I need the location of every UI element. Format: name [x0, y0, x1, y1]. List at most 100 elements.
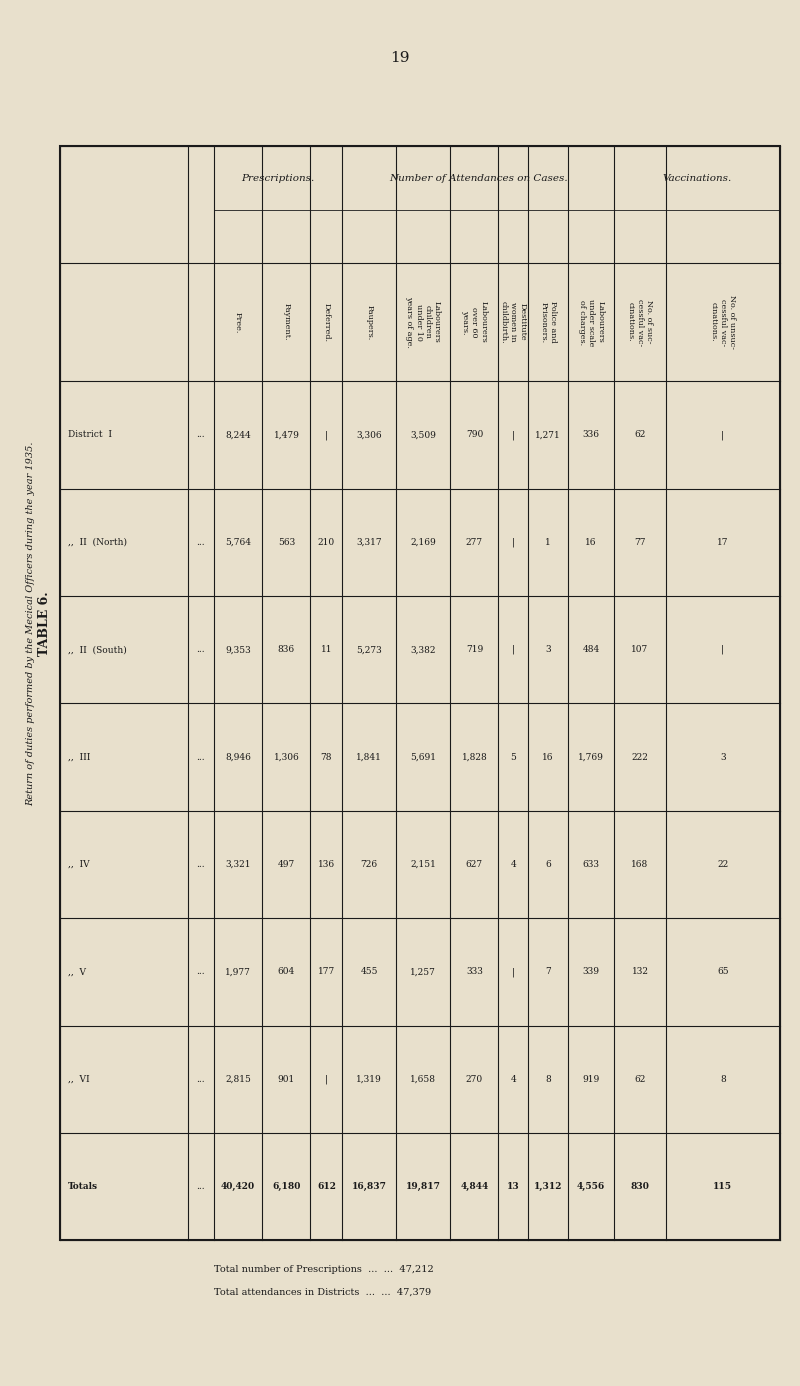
Text: 9,353: 9,353 [225, 646, 251, 654]
Text: 1,828: 1,828 [462, 753, 487, 761]
Text: 790: 790 [466, 431, 483, 439]
Text: 2,151: 2,151 [410, 861, 436, 869]
Text: 40,420: 40,420 [221, 1182, 255, 1192]
Text: 136: 136 [318, 861, 335, 869]
Text: |: | [512, 644, 514, 654]
Text: Free.: Free. [234, 312, 242, 333]
Text: 339: 339 [582, 967, 600, 976]
Text: 277: 277 [466, 538, 483, 546]
Text: No. of unsuc-
cessful vac-
cinations.: No. of unsuc- cessful vac- cinations. [710, 295, 736, 349]
Text: 3: 3 [545, 646, 551, 654]
Text: 78: 78 [321, 753, 332, 761]
Text: 19: 19 [390, 51, 410, 65]
Text: 336: 336 [582, 431, 600, 439]
Text: |: | [325, 430, 328, 439]
Text: 3,317: 3,317 [356, 538, 382, 546]
Text: 17: 17 [717, 538, 729, 546]
Text: 62: 62 [634, 1076, 646, 1084]
Text: 8: 8 [545, 1076, 551, 1084]
Text: 719: 719 [466, 646, 483, 654]
Text: Total number of Prescriptions  ...  ...  47,212: Total number of Prescriptions ... ... 47… [214, 1265, 434, 1274]
Text: 168: 168 [631, 861, 649, 869]
Text: 1,271: 1,271 [535, 431, 561, 439]
Text: ...: ... [197, 861, 205, 869]
Text: 836: 836 [278, 646, 295, 654]
Text: Prescriptions.: Prescriptions. [242, 175, 314, 183]
Text: Labourers
over 60
years.: Labourers over 60 years. [461, 301, 487, 344]
Text: 65: 65 [717, 967, 729, 976]
Text: 5,273: 5,273 [356, 646, 382, 654]
Text: 604: 604 [278, 967, 295, 976]
Text: 2,169: 2,169 [410, 538, 436, 546]
Text: Paupers.: Paupers. [366, 305, 374, 340]
Text: ,,  II  (South): ,, II (South) [68, 646, 126, 654]
Text: Payment.: Payment. [282, 304, 290, 341]
Text: ,,  III: ,, III [68, 753, 90, 761]
Text: 11: 11 [321, 646, 332, 654]
Text: 13: 13 [507, 1182, 519, 1191]
Text: Total attendances in Districts  ...  ...  47,379: Total attendances in Districts ... ... 4… [214, 1288, 430, 1296]
Text: 6,180: 6,180 [272, 1182, 301, 1192]
Text: |: | [722, 644, 724, 654]
Text: |: | [722, 430, 724, 439]
Text: 22: 22 [717, 861, 729, 869]
Text: ...: ... [197, 1076, 205, 1084]
Text: 3,306: 3,306 [356, 431, 382, 439]
Text: 19,817: 19,817 [406, 1182, 441, 1192]
Text: 16: 16 [542, 753, 554, 761]
Text: Police and
Prisoners.: Police and Prisoners. [539, 301, 557, 344]
Text: Deferred.: Deferred. [322, 302, 330, 342]
Text: 1,769: 1,769 [578, 753, 604, 761]
Text: Number of Attendances on Cases.: Number of Attendances on Cases. [389, 175, 568, 183]
Text: TABLE 6.: TABLE 6. [38, 592, 50, 656]
Text: 115: 115 [714, 1182, 732, 1191]
Text: 1,306: 1,306 [274, 753, 299, 761]
Text: |: | [512, 538, 514, 547]
Text: 2,815: 2,815 [225, 1076, 251, 1084]
Text: ...: ... [197, 646, 205, 654]
Text: 8,244: 8,244 [225, 431, 251, 439]
Text: 627: 627 [466, 861, 483, 869]
Text: ...: ... [197, 967, 205, 976]
Text: 455: 455 [361, 967, 378, 976]
Text: ,,  IV: ,, IV [68, 861, 90, 869]
Text: ...: ... [197, 753, 205, 761]
Text: 563: 563 [278, 538, 295, 546]
Text: 270: 270 [466, 1076, 483, 1084]
Text: 4: 4 [510, 1076, 516, 1084]
Text: Return of duties performed by the Mecical Officers during the year 1935.: Return of duties performed by the Mecica… [26, 442, 35, 805]
Text: |: | [512, 967, 514, 977]
Text: 1,479: 1,479 [274, 431, 299, 439]
Text: ...: ... [197, 538, 205, 546]
Text: 497: 497 [278, 861, 295, 869]
Text: 7: 7 [545, 967, 551, 976]
Text: 3: 3 [720, 753, 726, 761]
Text: 5: 5 [510, 753, 516, 761]
Text: 1,319: 1,319 [356, 1076, 382, 1084]
Text: ,,  V: ,, V [68, 967, 86, 976]
Text: 1,841: 1,841 [356, 753, 382, 761]
Text: 3,321: 3,321 [226, 861, 250, 869]
Text: 612: 612 [317, 1182, 336, 1191]
Text: 1,312: 1,312 [534, 1182, 562, 1192]
Text: 5,691: 5,691 [410, 753, 436, 761]
Text: 177: 177 [318, 967, 335, 976]
Text: 77: 77 [634, 538, 646, 546]
Text: 1,257: 1,257 [410, 967, 436, 976]
Text: 16: 16 [586, 538, 597, 546]
Text: 6: 6 [545, 861, 551, 869]
Text: 633: 633 [582, 861, 600, 869]
Text: 3,509: 3,509 [410, 431, 436, 439]
Text: 222: 222 [631, 753, 649, 761]
Text: 4,556: 4,556 [577, 1182, 606, 1192]
Text: Labourers
children
under 10
years of age.: Labourers children under 10 years of age… [406, 297, 441, 348]
Text: 16,837: 16,837 [352, 1182, 386, 1192]
Text: No. of suc-
cessful vac-
cinations.: No. of suc- cessful vac- cinations. [627, 298, 654, 346]
Text: 8,946: 8,946 [225, 753, 251, 761]
Text: 4: 4 [510, 861, 516, 869]
Text: 62: 62 [634, 431, 646, 439]
Text: 8: 8 [720, 1076, 726, 1084]
Text: 3,382: 3,382 [410, 646, 436, 654]
Text: ,,  II  (North): ,, II (North) [68, 538, 126, 546]
Text: 5,764: 5,764 [225, 538, 251, 546]
